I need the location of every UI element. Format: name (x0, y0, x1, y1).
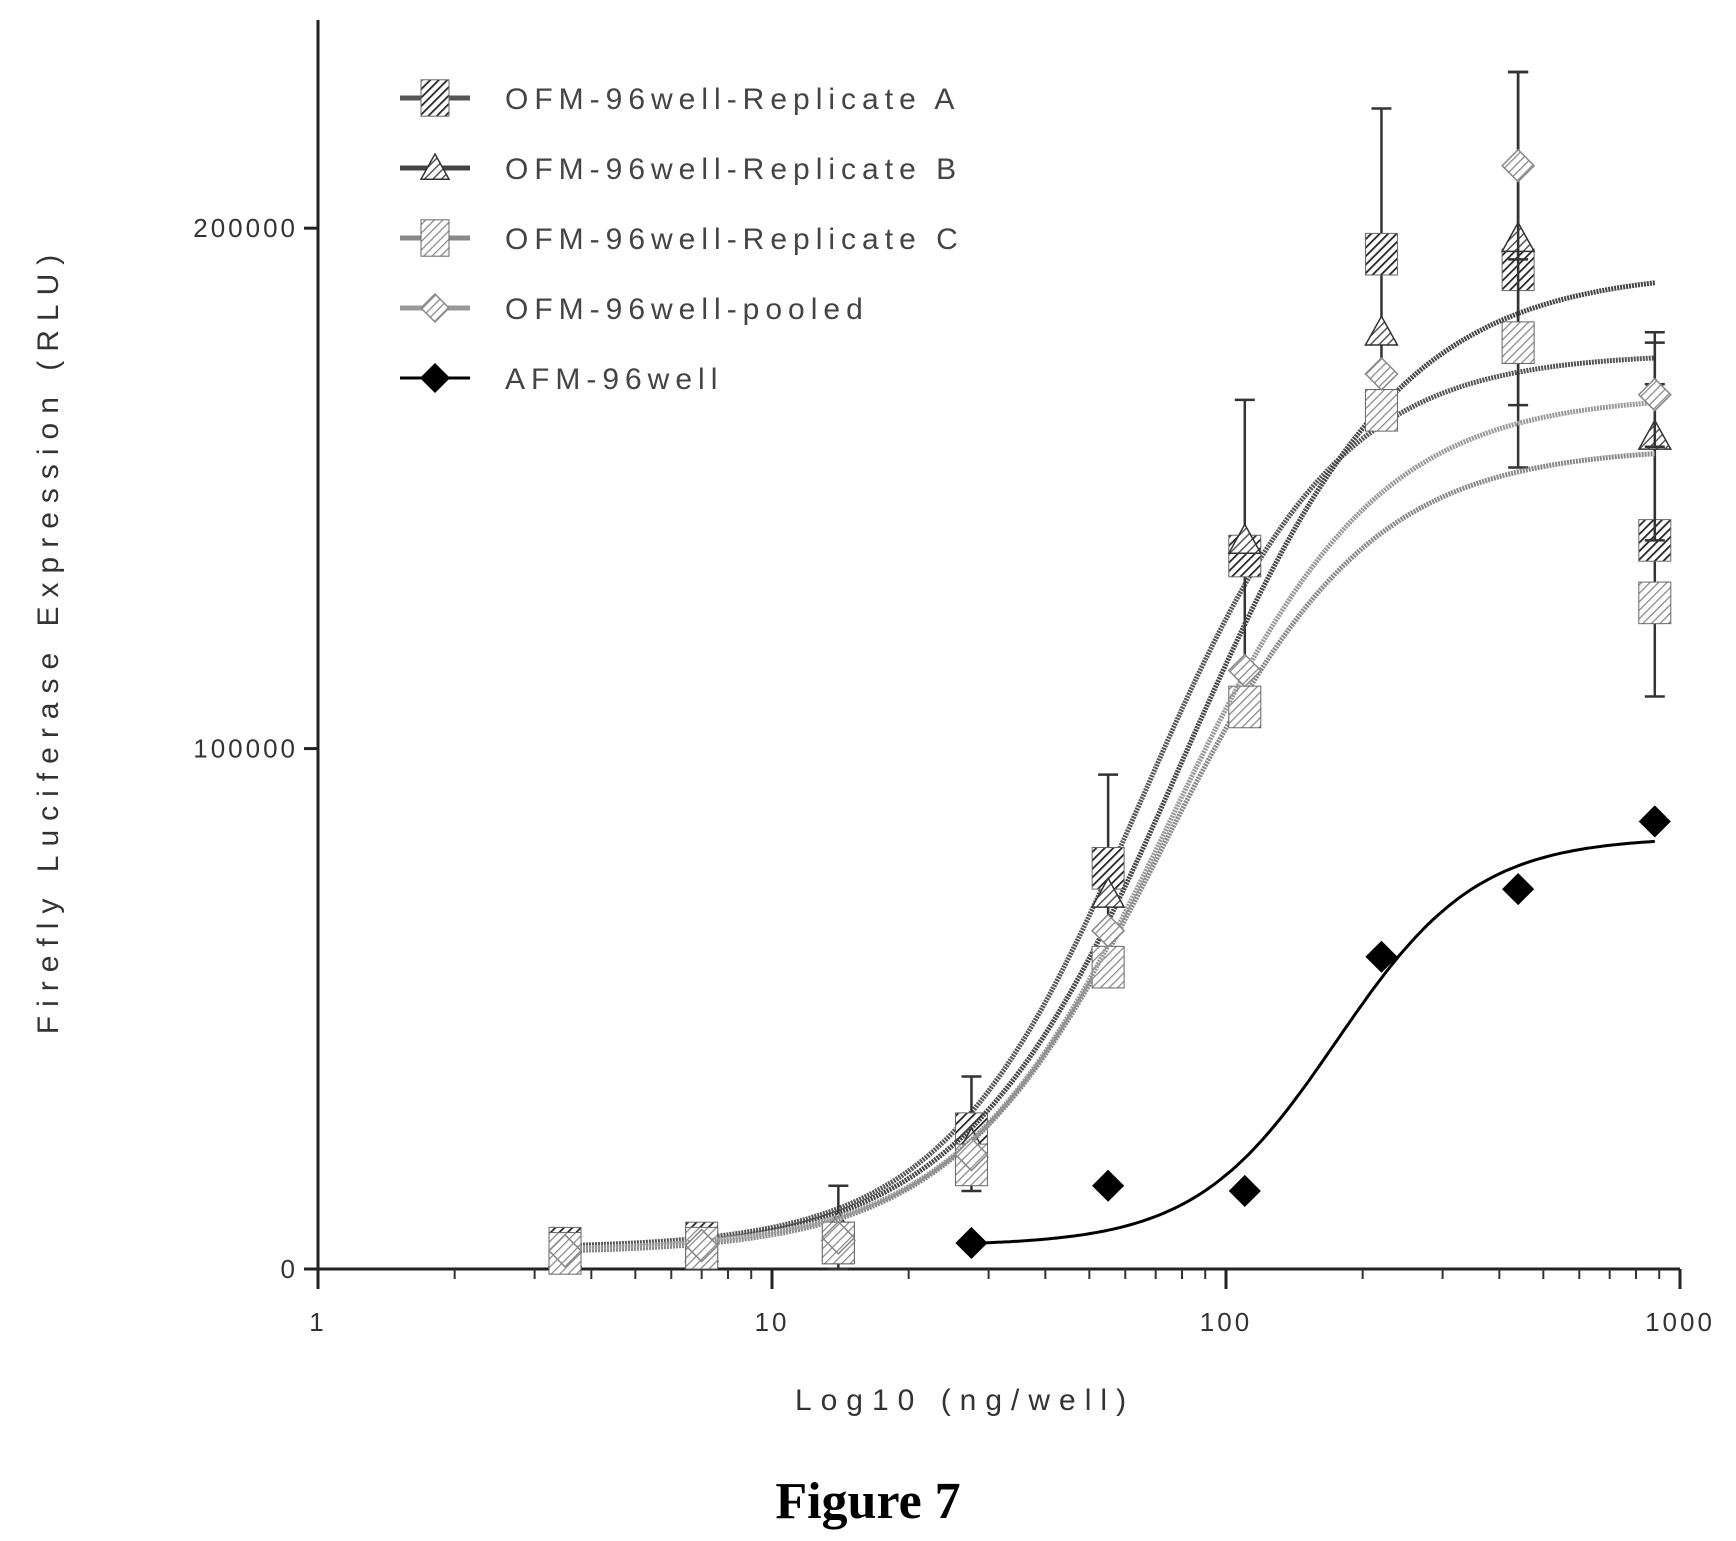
data-point-marker (420, 219, 450, 257)
legend-label: OFM-96well-Replicate B (505, 153, 962, 186)
data-point-marker (954, 1137, 989, 1172)
x-axis-title: Log10 (ng/well) (795, 1384, 1135, 1417)
legend-label: OFM-96well-Replicate A (505, 83, 960, 116)
data-point-marker (1501, 148, 1536, 183)
x-ticks: 1 10 100 1000 (309, 1269, 1715, 1337)
x-tick-label: 1000 (1645, 1307, 1715, 1337)
data-point-marker (1227, 522, 1263, 554)
y-tick-label: 200000 (193, 213, 298, 243)
data-point-marker (1364, 314, 1399, 346)
y-tick-label: 100000 (193, 734, 298, 764)
series-fit-curve (564, 280, 1656, 1253)
data-point-marker (1091, 913, 1126, 948)
legend-label: AFM-96well (505, 363, 723, 396)
data-point-marker (1638, 805, 1671, 838)
series-group (548, 321, 1672, 1275)
data-point-marker (1228, 1174, 1261, 1207)
data-point-marker (1092, 1169, 1125, 1202)
data-point-marker (1364, 389, 1398, 432)
legend: OFM-96well-Replicate A OFM-96well-Replica… (400, 79, 964, 396)
data-point-marker (684, 1228, 719, 1263)
data-point-marker (1637, 377, 1672, 412)
series-fit-curve (564, 400, 1655, 1251)
legend-label: OFM-96well-Replicate C (505, 223, 964, 256)
data-point-marker (420, 79, 450, 117)
data-point-marker (1227, 653, 1262, 688)
series-fit-curve (971, 839, 1655, 1245)
data-point-marker (419, 292, 451, 324)
y-ticks: 0 100000 200000 (193, 213, 318, 1284)
figure-caption: Figure 7 (775, 1473, 960, 1530)
data-point-marker (419, 152, 451, 180)
data-point-marker (1364, 356, 1399, 391)
x-tick-label: 1 (309, 1307, 326, 1337)
y-axis-title: Firefly Luciferase Expression (RLU) (32, 246, 65, 1034)
data-point-marker (1091, 945, 1125, 989)
series-group (547, 70, 1672, 1268)
data-point-marker (419, 362, 451, 394)
data-point-marker (1638, 581, 1672, 625)
axes (316, 20, 1680, 1271)
data-point-marker (547, 1233, 583, 1268)
data-point-marker (1501, 321, 1535, 364)
x-tick-label: 10 (755, 1307, 790, 1337)
legend-label: OFM-96well-pooled (505, 293, 869, 326)
data-point-marker (955, 1226, 988, 1260)
data-point-marker (821, 1220, 856, 1255)
x-tick-label: 100 (1200, 1307, 1252, 1337)
data-point-marker (1365, 940, 1398, 973)
series-fit-curve (564, 355, 1655, 1249)
data-point-marker (1502, 873, 1535, 906)
series-layer (547, 70, 1673, 1275)
data-point-marker (1364, 232, 1398, 276)
data-point-marker (1090, 876, 1126, 908)
y-tick-label: 0 (281, 1254, 298, 1284)
series-group (955, 805, 1671, 1260)
